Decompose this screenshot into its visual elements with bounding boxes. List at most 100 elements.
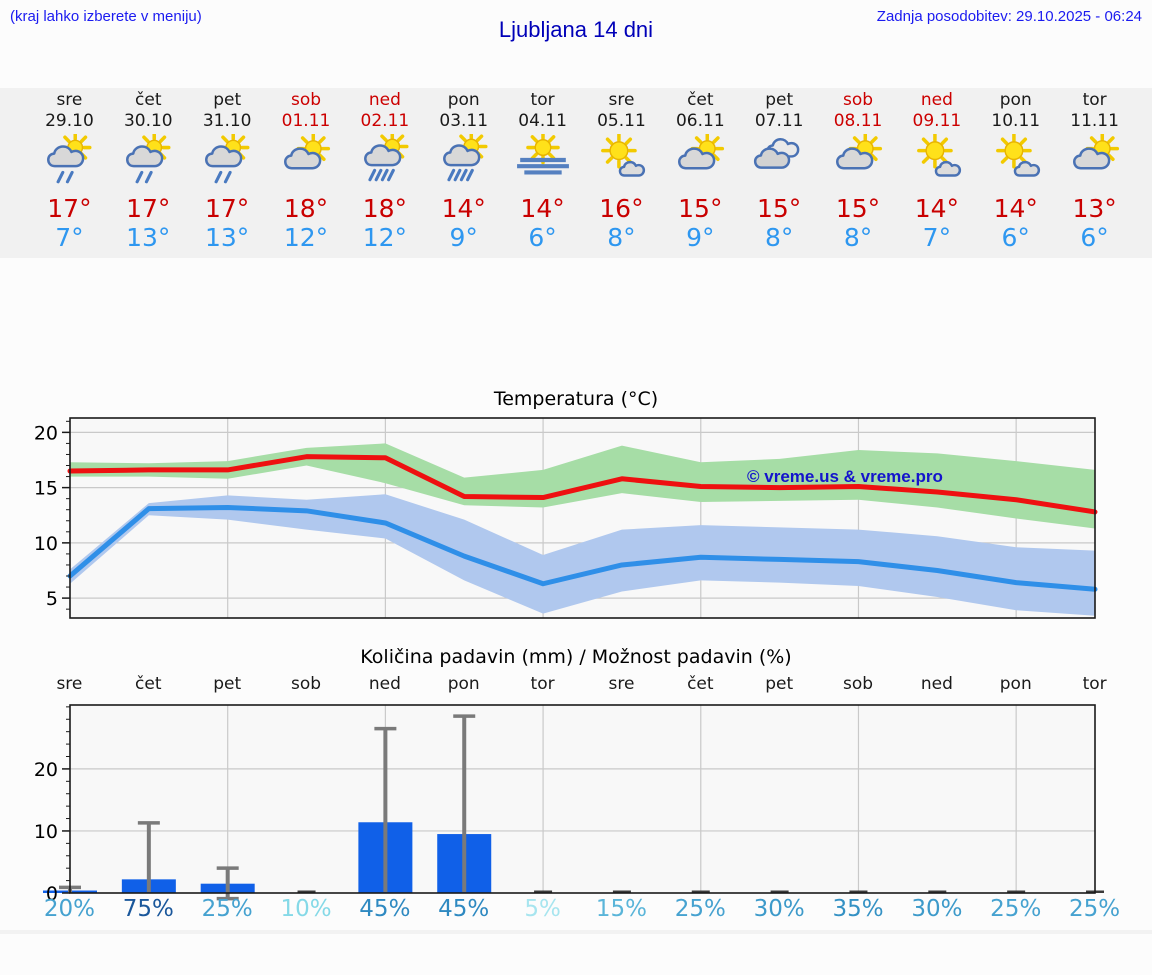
- day-column: pon 03.11 14° 9°: [424, 90, 503, 252]
- high-temp: 15°: [678, 194, 723, 223]
- precip-probability: 45%: [359, 896, 411, 922]
- last-update: Zadnja posodobitev: 29.10.2025 - 06:24: [876, 8, 1142, 25]
- precip-probability: 25%: [1069, 896, 1121, 922]
- day-name: sob: [842, 90, 874, 110]
- precip-day-label: ned: [920, 674, 953, 694]
- day-date: 07.11: [754, 111, 804, 131]
- day-date: 10.11: [991, 111, 1041, 131]
- weather-icon-sun-smallcloud: [897, 134, 976, 192]
- svg-text:10: 10: [34, 821, 58, 843]
- day-name: pet: [765, 90, 794, 110]
- low-temp: 12°: [283, 223, 329, 252]
- precip-day-label: pet: [213, 674, 242, 694]
- day-column: ned 09.11 14° 7°: [897, 90, 976, 252]
- weather-icon-sun-fog: [503, 134, 582, 192]
- day-date: 05.11: [597, 111, 646, 131]
- day-name: sre: [608, 90, 635, 110]
- weather-icon-sun-smallcloud: [582, 134, 661, 192]
- day-date: 04.11: [518, 111, 567, 131]
- svg-text:20: 20: [34, 422, 58, 444]
- zero-precip-marker: [534, 890, 553, 893]
- precipitation-chart: 0 10 20: [34, 704, 1104, 905]
- high-temp: 14°: [914, 194, 960, 223]
- precip-probability: 15%: [595, 896, 647, 922]
- day-date: 02.11: [360, 111, 410, 131]
- day-name: čet: [687, 90, 714, 110]
- precip-day-label: tor: [1082, 674, 1107, 694]
- precip-chart-title: Količina padavin (mm) / Možnost padavin …: [360, 646, 792, 668]
- precip-day-label: pet: [765, 674, 794, 694]
- day-column: čet 30.10 17° 13°: [109, 90, 188, 252]
- high-temp: 17°: [126, 194, 171, 223]
- day-column: sre 29.10 17° 7°: [30, 90, 109, 252]
- weather-icon-clouds: [740, 134, 819, 192]
- day-date: 09.11: [912, 111, 962, 131]
- low-temp: 7°: [922, 223, 952, 252]
- day-column: pet 07.11 15° 8°: [740, 90, 819, 252]
- svg-text:15: 15: [34, 478, 58, 500]
- zero-precip-marker: [770, 890, 789, 893]
- low-temp: 9°: [449, 223, 478, 252]
- day-name: tor: [1082, 90, 1107, 110]
- precip-probability-row: 20% 75% 25% 10% 45% 45% 5% 15% 25% 30% 35% 30% 25% 25…: [30, 896, 1134, 922]
- precip-day-label: čet: [135, 674, 162, 694]
- zero-precip-marker: [297, 890, 316, 893]
- day-column: sob 08.11 15° 8°: [819, 90, 898, 252]
- high-temp: 16°: [599, 194, 644, 223]
- precip-day-label: sob: [842, 674, 874, 694]
- precip-probability: 25%: [674, 896, 726, 922]
- low-temp: 13°: [204, 223, 250, 252]
- day-name: tor: [530, 90, 555, 110]
- precip-probability: 25%: [201, 896, 253, 922]
- high-temp: 18°: [283, 194, 329, 223]
- zero-precip-marker: [612, 890, 631, 893]
- precip-day-label: pon: [447, 674, 480, 694]
- weather-icon-sun-cloud: [267, 134, 346, 192]
- high-temp: 18°: [362, 194, 408, 223]
- precip-day-label: ned: [368, 674, 401, 694]
- day-date: 31.10: [202, 111, 252, 131]
- precip-probability: 30%: [911, 896, 963, 922]
- day-date: 11.11: [1070, 111, 1119, 131]
- weather-icon-sun-cloud-rain4: [345, 134, 424, 192]
- weather-icon-sun-cloud-rain4: [424, 134, 503, 192]
- precip-day-label: sre: [56, 674, 83, 694]
- temperature-chart: 5 10 15 20: [34, 417, 1098, 619]
- day-date: 30.10: [123, 111, 173, 131]
- day-column: ned 02.11 18° 12°: [345, 90, 424, 252]
- zero-precip-marker: [928, 890, 947, 893]
- weather-icon-sun-cloud: [1055, 134, 1134, 192]
- weather-icon-sun-cloud-rain2: [109, 134, 188, 192]
- day-name: pet: [213, 90, 242, 110]
- svg-text:0: 0: [46, 883, 58, 905]
- day-name: ned: [920, 90, 953, 110]
- day-column: pon 10.11 14° 6°: [976, 90, 1055, 252]
- low-temp: 6°: [1080, 223, 1109, 252]
- day-date: 06.11: [675, 111, 725, 131]
- day-date: 29.10: [45, 111, 94, 131]
- watermark-link[interactable]: © vreme.us & vreme.pro: [747, 467, 943, 486]
- precip-day-label: čet: [687, 674, 714, 694]
- svg-text:10: 10: [34, 533, 58, 555]
- weather-icon-sun-cloud-rain2: [188, 134, 267, 192]
- low-temp: 12°: [362, 223, 408, 252]
- precip-probability: 45%: [438, 896, 490, 922]
- precip-probability: 75%: [122, 896, 174, 922]
- day-column: pet 31.10 17° 13°: [188, 90, 267, 252]
- zero-precip-marker: [691, 890, 710, 893]
- day-name: sob: [290, 90, 322, 110]
- weather-icon-sun-smallcloud: [976, 134, 1055, 192]
- precip-day-label: sre: [608, 674, 635, 694]
- high-temp: 13°: [1072, 194, 1117, 223]
- weather-icon-sun-cloud-rain2: [30, 134, 109, 192]
- min-range-band: [70, 494, 1095, 616]
- day-column: sob 01.11 18° 12°: [267, 90, 346, 252]
- low-temp: 8°: [764, 223, 794, 252]
- precip-probability: 20%: [43, 896, 95, 922]
- low-temp: 13°: [126, 223, 171, 252]
- high-temp: 15°: [835, 194, 881, 223]
- day-name: čet: [135, 90, 162, 110]
- weather-icon-sun-cloud: [819, 134, 898, 192]
- high-temp: 14°: [441, 194, 486, 223]
